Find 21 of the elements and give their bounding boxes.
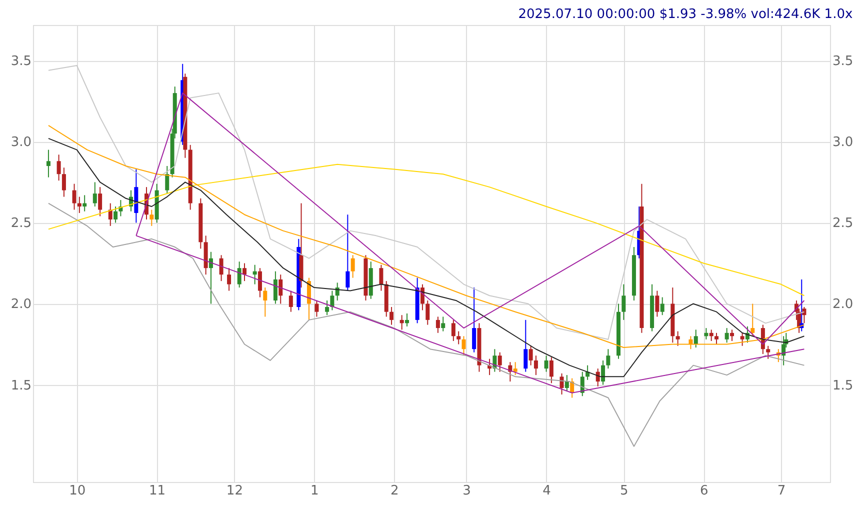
chart-title: 2025.07.10 00:00:00 $1.93 -3.98% vol:424.6K 1.0x	[518, 7, 853, 22]
y-tick-label: 3.0	[10, 135, 32, 150]
x-tick-label: 11	[149, 484, 166, 498]
y2-tick-label: 2.5	[832, 216, 854, 232]
x-tick-label: 7	[777, 484, 786, 498]
x-tick-label: 2	[390, 484, 399, 498]
x-tick-label: 12	[226, 484, 243, 498]
x-tick-label: 4	[542, 484, 551, 498]
y2-tick-label: 2.0	[832, 297, 854, 312]
x-tick-label: 10	[69, 484, 86, 498]
y2-tick-label: 1.5	[832, 378, 854, 394]
y-tick-label: 2.0	[10, 297, 32, 312]
y2-tick-label: 3.0	[832, 135, 854, 150]
y-tick-label: 3.5	[10, 54, 32, 70]
x-tick-label: 6	[700, 484, 708, 498]
x-tick-label: 3	[462, 484, 471, 498]
y-tick-label: 2.5	[10, 216, 32, 232]
x-tick-label: 5	[620, 484, 628, 498]
y-tick-label: 1.5	[10, 378, 32, 394]
y2-tick-label: 3.5	[832, 54, 854, 70]
x-tick-label: 1	[310, 484, 319, 498]
